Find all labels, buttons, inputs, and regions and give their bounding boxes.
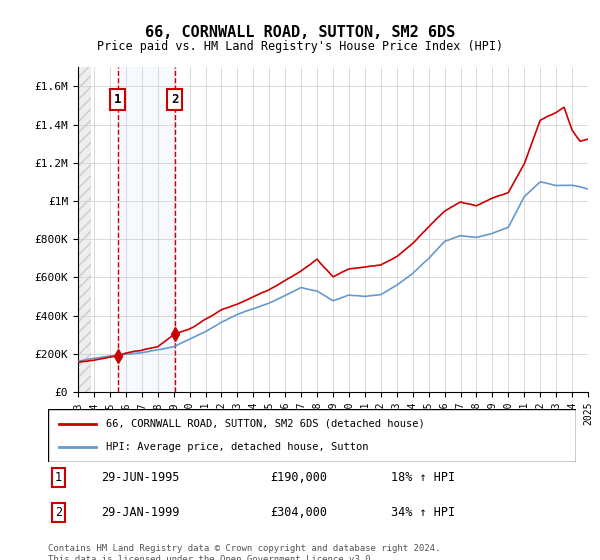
Text: 66, CORNWALL ROAD, SUTTON, SM2 6DS: 66, CORNWALL ROAD, SUTTON, SM2 6DS bbox=[145, 25, 455, 40]
Bar bbox=[118, 67, 175, 392]
Text: 1: 1 bbox=[55, 471, 62, 484]
Text: £190,000: £190,000 bbox=[270, 471, 327, 484]
Text: 66, CORNWALL ROAD, SUTTON, SM2 6DS (detached house): 66, CORNWALL ROAD, SUTTON, SM2 6DS (deta… bbox=[106, 419, 425, 429]
FancyBboxPatch shape bbox=[48, 409, 576, 462]
Text: HPI: Average price, detached house, Sutton: HPI: Average price, detached house, Sutt… bbox=[106, 442, 368, 452]
Text: 2: 2 bbox=[171, 93, 179, 106]
Text: Contains HM Land Registry data © Crown copyright and database right 2024.
This d: Contains HM Land Registry data © Crown c… bbox=[48, 544, 440, 560]
Text: 29-JUN-1995: 29-JUN-1995 bbox=[101, 471, 179, 484]
Text: 18% ↑ HPI: 18% ↑ HPI bbox=[391, 471, 455, 484]
Text: 34% ↑ HPI: 34% ↑ HPI bbox=[391, 506, 455, 519]
Text: 29-JAN-1999: 29-JAN-1999 bbox=[101, 506, 179, 519]
Text: 2: 2 bbox=[55, 506, 62, 519]
Text: Price paid vs. HM Land Registry's House Price Index (HPI): Price paid vs. HM Land Registry's House … bbox=[97, 40, 503, 53]
Text: £304,000: £304,000 bbox=[270, 506, 327, 519]
Text: 1: 1 bbox=[114, 93, 122, 106]
